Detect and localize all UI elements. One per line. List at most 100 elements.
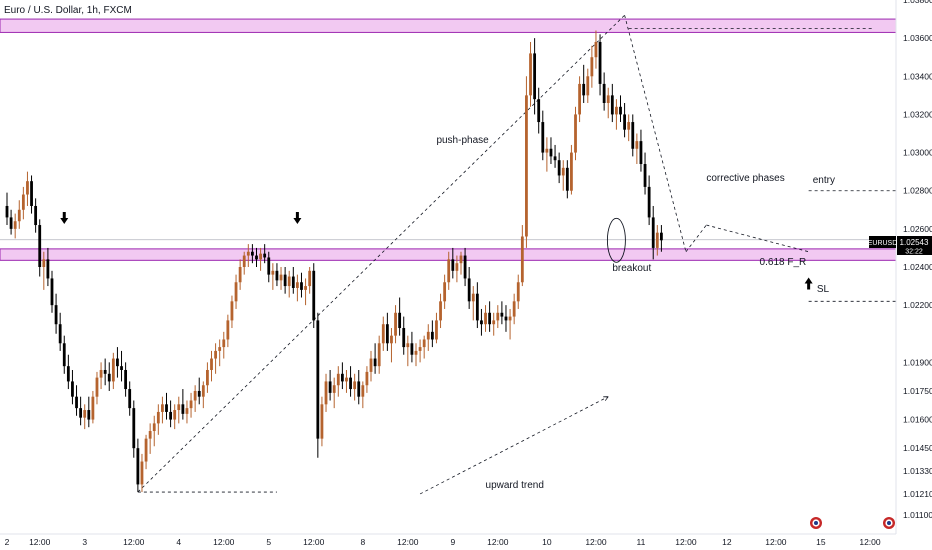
price-tag-countdown: 32:22 xyxy=(905,249,923,256)
candle-body xyxy=(283,274,287,287)
time-tick-label: 12:00 xyxy=(585,537,607,547)
candle-body xyxy=(103,369,107,374)
candle-body xyxy=(516,282,520,302)
candle-body xyxy=(46,259,50,279)
marks-layer xyxy=(60,212,813,290)
candle-body xyxy=(340,373,344,382)
price-tick-label: 1.03800 xyxy=(903,0,932,5)
candle-body xyxy=(660,232,663,241)
candle-body xyxy=(17,209,21,222)
annotation-entry: entry xyxy=(813,175,835,186)
price-tick-label: 1.02600 xyxy=(903,224,932,234)
candle-body xyxy=(549,148,553,157)
chart-title: Euro / U.S. Dollar, 1h, FXCM xyxy=(4,5,132,16)
time-tick-label: 12:00 xyxy=(859,537,881,547)
candle-body xyxy=(475,293,479,321)
candle-body xyxy=(353,381,357,390)
candle-body xyxy=(255,255,258,260)
candle-body xyxy=(574,114,577,153)
structure-line-2 xyxy=(685,224,707,252)
candle-body xyxy=(590,57,594,77)
candle-body xyxy=(439,301,442,321)
candle-body xyxy=(316,320,320,439)
breakout-circle xyxy=(606,217,626,263)
candle-body xyxy=(655,232,659,248)
candle-body xyxy=(206,369,209,386)
candle-body xyxy=(42,259,46,267)
candle-body xyxy=(214,350,217,359)
candle-body xyxy=(144,438,148,462)
candle-body xyxy=(173,410,177,420)
upward-trend-arrow-head xyxy=(603,396,609,401)
candle-body xyxy=(140,461,144,485)
price-tick-label: 1.03400 xyxy=(903,71,932,81)
time-tick-label: 15 xyxy=(816,537,826,547)
zone-rect-0[interactable] xyxy=(0,18,897,33)
candle-body xyxy=(422,339,426,348)
structure-line-3 xyxy=(706,224,809,253)
candle-body xyxy=(631,122,635,149)
time-tick-label: 12:00 xyxy=(675,537,697,547)
candle-body xyxy=(496,312,500,321)
candle-body xyxy=(504,316,508,321)
candle-body xyxy=(201,385,205,397)
candle-body xyxy=(406,343,410,348)
price-tick-label: 1.02800 xyxy=(903,186,932,196)
candle-body xyxy=(647,186,651,218)
time-tick-label: 11 xyxy=(637,537,646,547)
price-tick-label: 1.01330 xyxy=(903,466,932,476)
time-tick-label: 8 xyxy=(360,537,365,547)
candle-body xyxy=(627,122,631,130)
candle-body xyxy=(443,282,447,302)
candle-body xyxy=(91,396,95,420)
candle-body xyxy=(9,217,13,229)
candle-body xyxy=(361,385,365,397)
candle-body xyxy=(99,369,103,378)
candle-body xyxy=(643,164,647,187)
candle-body xyxy=(263,253,267,258)
candle-body xyxy=(545,148,549,153)
candle-body xyxy=(251,251,254,256)
candle-body xyxy=(369,358,373,372)
up-arrow-icon xyxy=(804,277,813,290)
price-tick-label: 1.02400 xyxy=(903,262,932,272)
price-tick-label: 1.03200 xyxy=(903,109,932,119)
candle-body xyxy=(619,106,622,115)
time-tick-label: 10 xyxy=(542,537,552,547)
candle-body xyxy=(116,358,119,367)
candle-body xyxy=(582,83,586,96)
candle-body xyxy=(226,320,230,340)
price-axis[interactable]: 1.03800 1.03600 1.03400 1.03200 1.03000 1.028… xyxy=(903,0,932,520)
time-tick-label: 2 xyxy=(5,537,10,547)
candle-body xyxy=(430,331,434,340)
candle-body xyxy=(161,404,164,412)
candle-body xyxy=(128,389,132,409)
candle-body xyxy=(275,270,279,281)
candle-body xyxy=(410,343,414,355)
candle-body xyxy=(111,358,115,382)
candle-body xyxy=(586,76,590,96)
candle-body xyxy=(246,251,250,256)
candle-body xyxy=(279,274,283,281)
candle-body xyxy=(598,41,602,84)
candle-body xyxy=(615,106,618,115)
time-axis[interactable]: 2 12:00 3 12:00 4 12:00 5 12:00 8 12:00 9 12:00 10 12… xyxy=(5,537,881,547)
candle-body xyxy=(557,160,561,176)
candle-body xyxy=(471,293,475,302)
candle-body xyxy=(606,95,610,103)
candle-body xyxy=(602,83,606,103)
candle-body xyxy=(459,255,463,264)
candle-body xyxy=(124,369,128,390)
candle-body xyxy=(165,404,168,412)
candle-body xyxy=(480,320,483,325)
candle-body xyxy=(38,225,42,267)
event-icon[interactable] xyxy=(810,517,822,529)
candle-body xyxy=(451,259,455,271)
event-icon[interactable] xyxy=(883,517,895,529)
price-tag-bg xyxy=(897,236,932,255)
candle-body xyxy=(120,366,123,370)
candle-body xyxy=(463,255,467,279)
time-tick-label: 9 xyxy=(450,537,455,547)
candle-body xyxy=(484,312,487,325)
